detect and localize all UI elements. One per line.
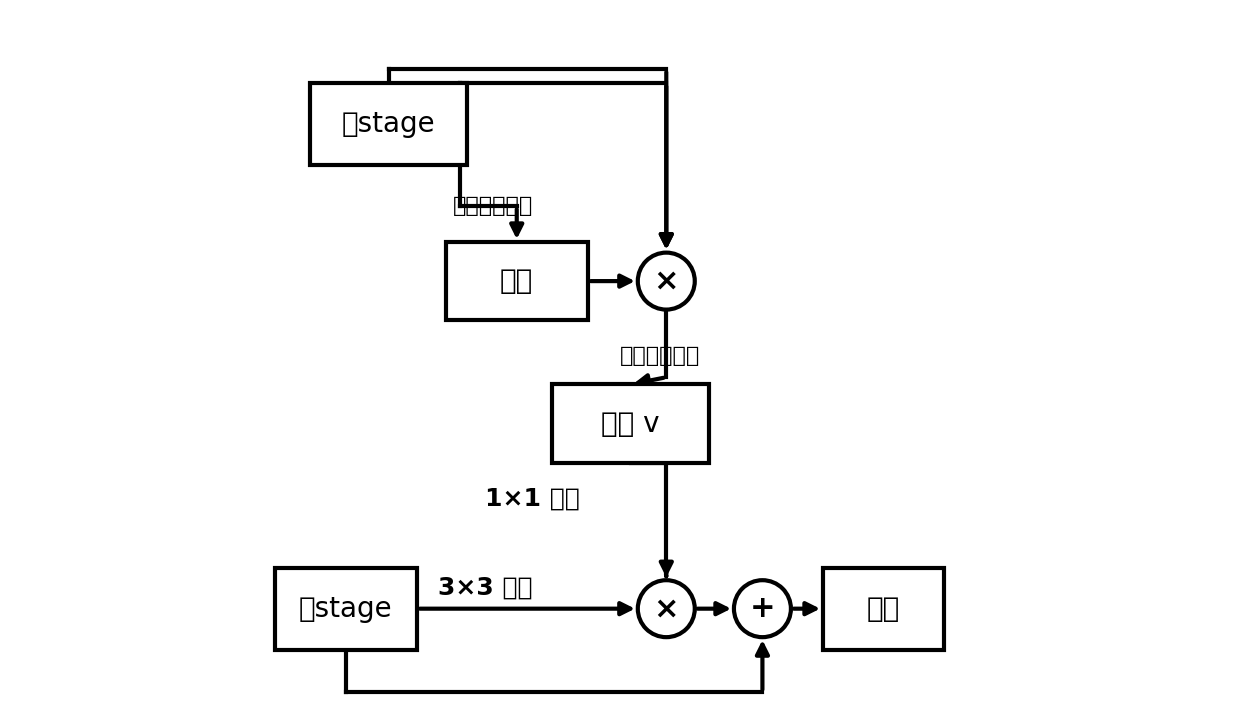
Text: 全局平均池化: 全局平均池化: [620, 346, 701, 366]
Text: 向量 v: 向量 v: [601, 409, 660, 438]
Circle shape: [637, 253, 694, 309]
Text: 全局平均池化: 全局平均池化: [453, 196, 533, 216]
Text: 低stage: 低stage: [299, 595, 393, 623]
Bar: [445, 242, 588, 320]
Text: +: +: [750, 594, 775, 623]
Circle shape: [734, 580, 791, 637]
Text: ×: ×: [653, 594, 680, 623]
Bar: [552, 384, 709, 462]
Text: 高stage: 高stage: [342, 110, 435, 139]
Circle shape: [637, 580, 694, 637]
Bar: [823, 568, 944, 650]
Text: ×: ×: [653, 266, 680, 295]
Bar: [274, 568, 417, 650]
Text: 权重: 权重: [500, 267, 533, 295]
Text: 输出: 输出: [867, 595, 900, 623]
Text: 1×1 卷积: 1×1 卷积: [485, 486, 579, 510]
Bar: [310, 83, 467, 166]
Text: 3×3 卷积: 3×3 卷积: [439, 575, 533, 600]
